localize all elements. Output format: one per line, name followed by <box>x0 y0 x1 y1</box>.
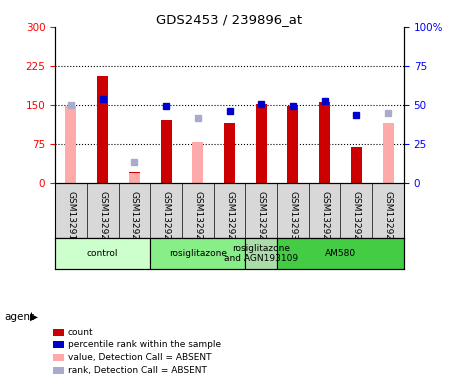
Text: count: count <box>68 328 94 337</box>
Bar <box>192 142 203 183</box>
Text: GSM132924: GSM132924 <box>193 191 202 245</box>
Text: rosiglitazone
and AGN193109: rosiglitazone and AGN193109 <box>224 244 298 263</box>
Bar <box>382 123 394 183</box>
Bar <box>129 172 140 183</box>
Bar <box>65 106 77 183</box>
Text: GSM132922: GSM132922 <box>320 191 329 245</box>
Text: AM580: AM580 <box>325 249 356 258</box>
Text: rosiglitazone: rosiglitazone <box>169 249 227 258</box>
Text: value, Detection Call = ABSENT: value, Detection Call = ABSENT <box>68 353 212 362</box>
Text: GSM132919: GSM132919 <box>67 191 75 246</box>
Text: percentile rank within the sample: percentile rank within the sample <box>68 340 221 349</box>
Text: GSM132930: GSM132930 <box>288 191 297 246</box>
Text: GSM132921: GSM132921 <box>162 191 171 246</box>
Bar <box>351 147 362 183</box>
Text: GSM132929: GSM132929 <box>384 191 392 246</box>
Text: agent: agent <box>5 312 35 322</box>
Bar <box>246 238 277 269</box>
Title: GDS2453 / 239896_at: GDS2453 / 239896_at <box>157 13 302 26</box>
Bar <box>224 123 235 183</box>
Bar <box>129 173 140 183</box>
Text: GSM132923: GSM132923 <box>98 191 107 246</box>
Bar <box>256 104 267 183</box>
Bar <box>277 238 404 269</box>
Bar <box>319 102 330 183</box>
Text: GSM132927: GSM132927 <box>130 191 139 246</box>
Text: GSM132928: GSM132928 <box>225 191 234 246</box>
Text: ▶: ▶ <box>30 312 38 322</box>
Text: rank, Detection Call = ABSENT: rank, Detection Call = ABSENT <box>68 366 207 375</box>
Text: control: control <box>87 249 118 258</box>
Bar <box>55 238 150 269</box>
Bar <box>287 106 298 183</box>
Text: GSM132926: GSM132926 <box>257 191 266 246</box>
Bar <box>97 76 108 183</box>
Text: GSM132925: GSM132925 <box>352 191 361 246</box>
Bar <box>161 120 172 183</box>
Bar <box>150 238 246 269</box>
